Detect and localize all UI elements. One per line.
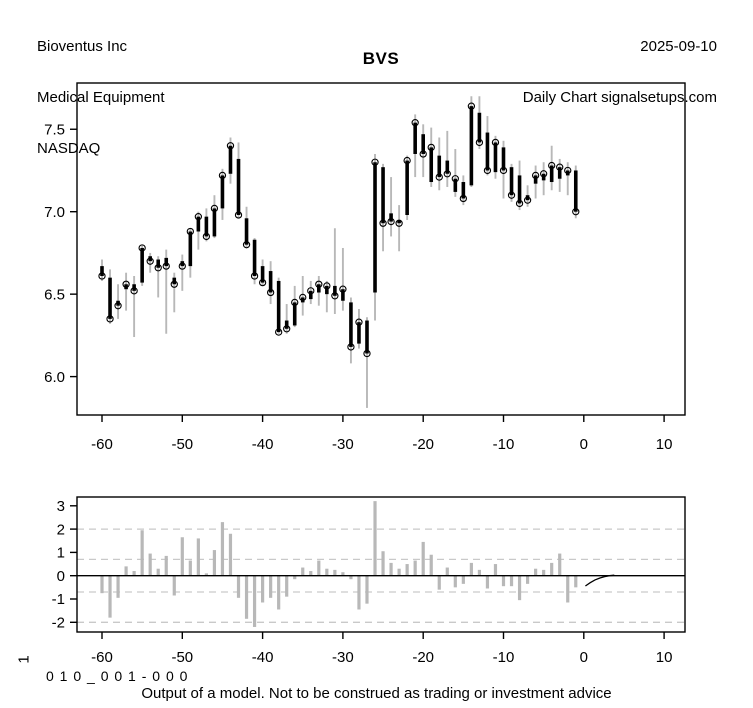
lower-x-axis: -60 -50 -40 -30 -20 -10 0 10 [91,632,672,666]
main-y-axis: 6.0 6.5 7.0 7.5 [44,121,77,386]
model-forecast-curve [585,574,615,587]
svg-text:-2: -2 [52,615,65,632]
svg-text:-50: -50 [171,649,193,666]
lower-chart-frame [76,496,686,633]
svg-text:7.5: 7.5 [44,121,65,138]
svg-text:3: 3 [57,498,65,515]
header-right: 2025-09-10 Daily Chart signalsetups.com [523,4,717,140]
model-id-code: 0 1 0 _ 0 0 1 - 0 0 0 [46,668,189,684]
svg-text:-10: -10 [493,649,515,666]
svg-text:7.0: 7.0 [44,204,65,221]
svg-text:10: 10 [656,436,673,453]
lower-panel-rotated-label: 1 [15,655,33,664]
svg-text:-40: -40 [252,649,274,666]
svg-text:0: 0 [580,649,588,666]
ticker-title: BVS [362,49,400,68]
svg-text:-1: -1 [52,591,65,608]
svg-text:-10: -10 [493,436,515,453]
model-threshold-lines [77,528,685,623]
svg-text:-30: -30 [332,436,354,453]
price-open-close-bodies [100,106,578,354]
industry-label: Medical Equipment [37,89,165,106]
lower-y-axis: -2 -1 0 1 2 3 [52,498,77,632]
svg-text:2: 2 [57,521,65,538]
price-high-low-wicks [101,96,577,408]
header-left: Bioventus Inc Medical Equipment NASDAQ [37,4,165,191]
svg-text:6.5: 6.5 [44,286,65,303]
svg-text:-20: -20 [412,649,434,666]
exchange-label: NASDAQ [37,140,101,157]
svg-text:-20: -20 [412,436,434,453]
svg-text:10: 10 [656,649,673,666]
svg-text:-50: -50 [171,436,193,453]
chart-date: 2025-09-10 [640,38,717,55]
svg-text:0: 0 [580,436,588,453]
model-output-bars [100,501,578,627]
svg-text:6.0: 6.0 [44,369,65,386]
svg-text:-30: -30 [332,649,354,666]
company-name: Bioventus Inc [37,38,128,55]
main-x-axis: -60 -50 -40 -30 -20 -10 0 10 [91,415,672,453]
svg-text:0: 0 [57,568,65,585]
svg-text:-60: -60 [91,436,113,453]
price-close-markers [98,102,580,358]
main-chart-frame [76,82,686,416]
svg-text:-60: -60 [91,649,113,666]
svg-text:-40: -40 [252,436,274,453]
svg-text:1: 1 [57,545,65,562]
chart-source-label: Daily Chart signalsetups.com [522,89,717,106]
disclaimer-text: Output of a model. Not to be construed a… [141,685,612,702]
